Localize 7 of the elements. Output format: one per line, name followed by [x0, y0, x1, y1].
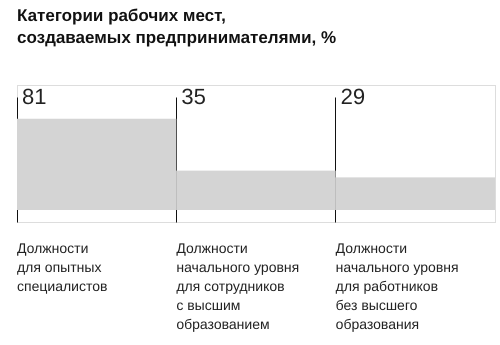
x-tick-label: Должности начального уровня для работников без высшего образования — [336, 240, 459, 332]
data-label: 29 — [340, 84, 366, 109]
x-tick-label: Должности начального уровня для сотрудников с высшим образованием — [176, 240, 300, 332]
data-label: 35 — [181, 84, 206, 109]
x-tick-label: Должности для опытных специалистов — [17, 240, 108, 294]
chart-title: Категории рабочих мест, создаваемых предпринимателями, % — [17, 6, 336, 47]
data-label: 81 — [22, 84, 46, 109]
